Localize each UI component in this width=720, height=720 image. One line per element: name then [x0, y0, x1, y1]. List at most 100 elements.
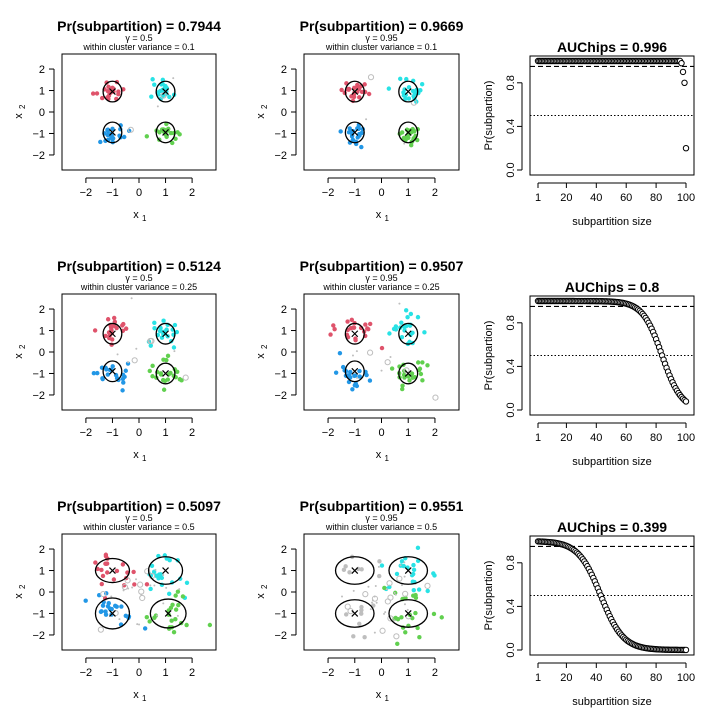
curve-point	[679, 68, 687, 76]
data-point	[343, 564, 348, 569]
data-point	[173, 593, 178, 598]
data-point	[352, 383, 358, 388]
data-point	[149, 563, 155, 568]
x-tick-label: −2	[322, 667, 335, 679]
x-axis-label: x	[376, 449, 382, 461]
data-point	[359, 144, 364, 150]
y-tick-label: 2	[281, 304, 287, 316]
x-tick-label: −2	[80, 667, 93, 679]
noise-point	[380, 369, 383, 372]
data-point	[184, 622, 189, 628]
noise-point-hollow	[366, 349, 374, 356]
panel-title: Pr(subpartition) = 0.7944	[57, 18, 221, 34]
cluster-ellipse	[155, 121, 176, 144]
panel-title: Pr(subpartition) = 0.5097	[57, 498, 221, 514]
noise-point	[162, 602, 165, 605]
data-point	[99, 609, 104, 614]
data-point	[122, 374, 127, 380]
data-point	[366, 327, 371, 332]
y-tick-label: −2	[274, 390, 287, 402]
noise-point	[394, 593, 397, 596]
panel-title: Pr(subpartition) = 0.9507	[300, 258, 464, 274]
cluster-ellipse	[155, 80, 176, 103]
data-point	[422, 330, 427, 335]
y-tick-label: 2	[39, 304, 45, 316]
noise-point	[365, 118, 368, 121]
data-point	[359, 567, 364, 572]
x-axis-label: x	[133, 689, 139, 701]
x-tick-label: 20	[560, 192, 572, 204]
data-point	[425, 363, 430, 368]
data-point	[153, 613, 159, 618]
y-tick-label: −1	[32, 608, 45, 620]
data-point	[175, 130, 180, 135]
y-tick-label: 0	[39, 587, 45, 599]
data-point	[348, 369, 353, 375]
y-tick-label: 1	[39, 86, 45, 98]
y-tick-label: 0.8	[505, 555, 517, 570]
data-point	[332, 326, 337, 332]
y-axis-subscript: 2	[260, 344, 269, 349]
cluster-ellipse	[398, 121, 419, 144]
data-point	[161, 387, 167, 392]
x-tick-label: −1	[106, 187, 119, 199]
data-point	[357, 368, 362, 374]
y-tick-label: −2	[274, 150, 287, 162]
x-axis-subscript: 1	[142, 454, 147, 463]
noise-point	[373, 595, 376, 598]
data-point	[350, 387, 355, 392]
x-tick-label: 0	[136, 667, 142, 679]
noise-point	[370, 601, 373, 604]
data-point	[393, 327, 399, 332]
noise-point	[406, 608, 409, 611]
y-tick-label: −2	[274, 630, 287, 642]
data-point	[184, 580, 190, 585]
data-point	[159, 575, 165, 581]
variance-label: within cluster variance = 0.1	[325, 42, 437, 52]
x-axis-label: x	[376, 209, 382, 221]
data-point	[107, 90, 112, 96]
cluster-center-cross	[404, 128, 412, 136]
noise-point-hollow	[403, 367, 410, 374]
data-point	[379, 563, 385, 568]
y-tick-label: 1	[39, 566, 45, 578]
data-point	[362, 634, 367, 640]
noise-point	[136, 623, 139, 626]
data-point	[415, 625, 420, 631]
data-point	[377, 559, 382, 564]
y-axis-label: Pr(subpartion)	[483, 561, 495, 631]
data-point	[166, 591, 172, 597]
data-point	[418, 88, 423, 93]
x-tick-label: 1	[535, 192, 541, 204]
cluster-ellipse	[334, 599, 375, 628]
data-point	[346, 87, 351, 92]
x-tick-label: 80	[650, 672, 662, 684]
cluster-center-cross	[164, 610, 172, 617]
data-point	[344, 612, 349, 617]
data-point	[337, 350, 343, 356]
data-point	[172, 322, 178, 328]
data-point	[341, 567, 347, 573]
data-point	[349, 317, 355, 323]
cluster-center-cross	[351, 367, 359, 375]
noise-point	[172, 77, 175, 80]
auc-panel-r1: AUChips = 0.996 1 20 40 60 80 100 0.0 0.4 0.8 subp…	[483, 39, 695, 228]
x-tick-label: 0	[378, 427, 384, 439]
data-point	[99, 567, 104, 573]
curve-point	[682, 646, 690, 654]
data-point	[109, 323, 114, 328]
x-axis-label: x	[133, 209, 139, 221]
data-point	[412, 90, 418, 95]
variance-label: within cluster variance = 0.25	[80, 282, 197, 292]
x-tick-label: 1	[405, 187, 411, 199]
noise-point-hollow	[127, 126, 134, 133]
x-tick-label: 1	[405, 427, 411, 439]
data-point	[114, 325, 119, 331]
noise-point	[356, 376, 359, 379]
data-point	[163, 83, 168, 89]
y-tick-label: 0.8	[505, 315, 517, 330]
